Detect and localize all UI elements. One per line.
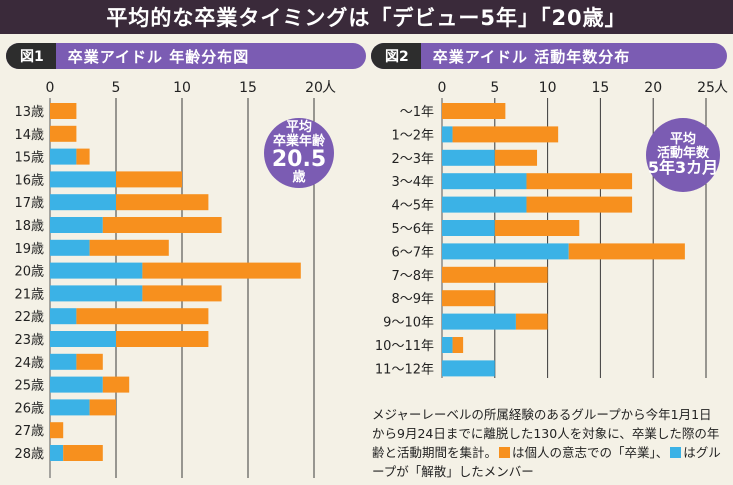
note-text-1: メジャーレーベルの所属経験のあるグループから今年1月1日から9月24日までに離脱… <box>372 407 720 460</box>
chart1-bar-graduate <box>142 285 222 302</box>
chart1-category-label: 25歳 <box>14 379 44 394</box>
chart1-category-label: 14歳 <box>14 128 44 143</box>
chart1-bar-graduate <box>50 125 77 142</box>
chart1-bar-graduate <box>89 399 116 416</box>
chart1-category-label: 23歳 <box>14 333 44 348</box>
chart1-tick-label: 10 <box>173 80 191 96</box>
chart1-bar-graduate <box>116 194 209 211</box>
average-age-badge: 平均 卒業年齢 20.5 歳 <box>264 118 334 188</box>
badge1-value: 20.5 <box>271 147 327 173</box>
chart1-category-label: 16歳 <box>14 173 44 188</box>
badge2-line2: 活動年数 <box>656 145 709 161</box>
chart2-header: 図2 卒業アイドル 活動年数分布 <box>371 43 727 69</box>
chart1-bar-graduate <box>76 353 103 370</box>
footnote: メジャーレーベルの所属経験のあるグループから今年1月1日から9月24日までに離脱… <box>372 405 724 481</box>
chart1-bar-graduate <box>116 171 182 188</box>
chart1-category-label: 19歳 <box>14 242 44 257</box>
chart2-tag: 図2 <box>371 43 421 69</box>
chart1-unit-label: 人 <box>322 80 336 96</box>
chart2-title: 卒業アイドル 活動年数分布 <box>432 47 631 66</box>
chart1-category-label: 18歳 <box>14 219 44 234</box>
chart1-bar-graduate <box>102 217 222 233</box>
chart1-category-label: 13歳 <box>14 105 44 120</box>
chart1-tick-label: 0 <box>46 80 55 96</box>
chart1-bar-graduate <box>63 445 103 461</box>
chart1-bar-disband <box>50 285 143 302</box>
chart1-category-label: 17歳 <box>14 196 44 211</box>
chart1-bar-disband <box>50 148 77 165</box>
chart1-header: 図1 卒業アイドル 年齢分布図 <box>6 43 366 69</box>
chart1-bar-disband <box>50 308 77 325</box>
badge2-line1: 平均 <box>669 131 696 147</box>
chart1-bar-disband <box>50 262 143 279</box>
note-text-3: はグループが「解散」したメンバー <box>372 445 721 479</box>
chart1-category-label: 24歳 <box>14 356 44 371</box>
chart1-category-label: 22歳 <box>14 310 44 325</box>
chart1-category-label: 21歳 <box>14 287 44 302</box>
chart1-bar-disband <box>50 239 90 256</box>
chart1-tick-label: 15 <box>239 80 257 96</box>
chart1-bar-disband <box>50 353 77 370</box>
chart1-bar-disband <box>50 331 116 347</box>
chart1-bar-graduate <box>116 331 209 347</box>
disband-legend-swatch <box>670 447 682 458</box>
chart1-bar-graduate <box>50 422 64 439</box>
page-title: 平均的な卒業タイミングは「デビュー5年」「20歳」 <box>0 0 733 34</box>
badge2-value: 5年3カ月 <box>647 158 719 178</box>
chart1-tick-label: 5 <box>112 80 121 96</box>
chart1-bar-graduate <box>89 239 169 256</box>
chart1-bar-disband <box>50 399 90 416</box>
chart1-category-label: 20歳 <box>14 265 44 280</box>
chart1-category-label: 26歳 <box>14 401 44 416</box>
chart1-bar-graduate <box>142 262 301 279</box>
chart1-title: 卒業アイドル 年齢分布図 <box>67 47 250 66</box>
chart1-category-label: 28歳 <box>14 447 44 462</box>
chart1-bar-disband <box>50 171 116 188</box>
chart1-bar-disband <box>50 376 103 393</box>
badge1-line1: 平均 <box>285 119 312 135</box>
chart1-bar-graduate <box>76 148 90 165</box>
badge1-unit: 歳 <box>292 170 306 186</box>
chart1-bar-disband <box>50 194 116 211</box>
note-text-2: は個人の意志での「卒業」、 <box>512 445 669 460</box>
chart1-bar-graduate <box>50 103 77 119</box>
chart1-tick-label: 20 <box>305 80 323 96</box>
average-years-badge: 平均 活動年数 5年3カ月 <box>646 118 720 192</box>
chart1-category-label: 27歳 <box>14 424 44 439</box>
chart1-bar-graduate <box>76 308 209 325</box>
badge1-line2: 卒業年齢 <box>272 133 325 149</box>
chart1-category-label: 15歳 <box>14 151 44 166</box>
chart1-bar-disband <box>50 217 103 233</box>
graduate-legend-swatch <box>499 447 511 458</box>
chart1-bar-disband <box>50 445 64 461</box>
chart1-tag: 図1 <box>6 43 56 69</box>
chart1-bar-graduate <box>102 376 130 393</box>
